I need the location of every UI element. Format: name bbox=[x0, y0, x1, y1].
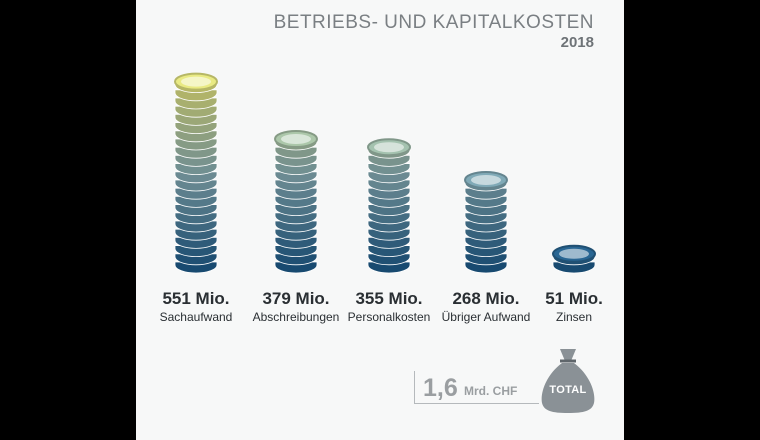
coin bbox=[274, 196, 318, 208]
coin bbox=[367, 204, 411, 216]
total-unit: Mrd. CHF bbox=[464, 384, 518, 398]
coin bbox=[367, 237, 411, 249]
coin bbox=[274, 245, 318, 257]
coin bbox=[274, 261, 318, 274]
coin bbox=[367, 220, 411, 233]
coin bbox=[174, 187, 218, 200]
coin bbox=[464, 245, 508, 257]
total-value: 1,6 bbox=[423, 374, 458, 402]
coin bbox=[464, 253, 508, 266]
coin bbox=[274, 228, 318, 241]
chart-subtitle: 2018 bbox=[560, 34, 594, 51]
value-label: 551 Mio. bbox=[162, 289, 230, 308]
coin bbox=[464, 187, 508, 200]
coin bbox=[552, 261, 596, 274]
coin bbox=[367, 187, 411, 200]
coin bbox=[367, 163, 411, 175]
coin-stack-personalkosten bbox=[367, 138, 411, 274]
total-bracket-horizontal bbox=[414, 403, 539, 404]
coin bbox=[274, 220, 318, 233]
value-label: 268 Mio. bbox=[452, 289, 520, 308]
coin bbox=[274, 146, 318, 159]
coin bbox=[367, 155, 411, 167]
value-label: 379 Mio. bbox=[262, 289, 330, 308]
total-bracket-vertical bbox=[414, 371, 415, 404]
coin bbox=[367, 179, 411, 192]
chart-panel: BETRIEBS- UND KAPITALKOSTEN 2018 551 Mio… bbox=[136, 0, 624, 440]
coin bbox=[274, 163, 318, 175]
coin bbox=[174, 97, 218, 110]
coin bbox=[464, 261, 508, 274]
coin-top-highlight bbox=[281, 134, 311, 144]
coin-top-highlight bbox=[471, 175, 501, 185]
coin bbox=[174, 220, 218, 233]
coin bbox=[174, 155, 218, 167]
category-label: Zinsen bbox=[555, 310, 593, 324]
coin bbox=[174, 89, 218, 102]
coin-stack-zinsen bbox=[552, 244, 596, 274]
coin bbox=[367, 253, 411, 266]
coin bbox=[174, 138, 218, 151]
coin-stack-chart bbox=[174, 72, 596, 274]
coin-top-highlight bbox=[559, 248, 589, 259]
coin bbox=[274, 155, 318, 167]
coin bbox=[174, 179, 218, 192]
coin bbox=[174, 245, 218, 257]
coin bbox=[174, 196, 218, 208]
coin-top-highlight bbox=[374, 142, 404, 153]
chart-title: BETRIEBS- UND KAPITALKOSTEN bbox=[273, 12, 594, 33]
coin-top-highlight bbox=[181, 76, 211, 87]
coin bbox=[174, 171, 218, 184]
coin bbox=[367, 171, 411, 184]
coin bbox=[464, 220, 508, 233]
coin bbox=[274, 237, 318, 249]
coin bbox=[464, 228, 508, 241]
coin bbox=[174, 146, 218, 159]
category-label: Abschreibungen bbox=[252, 310, 340, 324]
total-badge: TOTAL bbox=[549, 384, 587, 396]
category-label: Sachaufwand bbox=[159, 310, 233, 324]
coin bbox=[367, 245, 411, 257]
coin bbox=[274, 179, 318, 192]
coin-stack-abschreibungen bbox=[274, 130, 318, 274]
coin bbox=[367, 196, 411, 208]
coin bbox=[174, 237, 218, 249]
coin bbox=[274, 171, 318, 184]
category-label: Personalkosten bbox=[347, 310, 431, 324]
value-label: 355 Mio. bbox=[355, 289, 423, 308]
coin bbox=[274, 204, 318, 216]
coin bbox=[464, 196, 508, 208]
coin-stack--briger-aufwand bbox=[464, 171, 508, 274]
value-label: 51 Mio. bbox=[545, 289, 603, 308]
coin bbox=[367, 228, 411, 241]
coin-stack-sachaufwand bbox=[174, 72, 218, 274]
coin bbox=[464, 237, 508, 249]
coin bbox=[367, 212, 411, 225]
coin bbox=[174, 212, 218, 225]
coin bbox=[174, 228, 218, 241]
coin bbox=[174, 130, 218, 143]
coin bbox=[274, 187, 318, 200]
coin bbox=[464, 212, 508, 225]
category-label: Übriger Aufwand bbox=[441, 310, 531, 324]
money-bag-icon bbox=[541, 349, 595, 413]
coin bbox=[174, 204, 218, 216]
coin bbox=[464, 204, 508, 216]
coin bbox=[174, 114, 218, 126]
coin bbox=[174, 253, 218, 266]
coin bbox=[367, 261, 411, 274]
coin bbox=[174, 261, 218, 274]
coin bbox=[174, 122, 218, 134]
coin bbox=[174, 163, 218, 175]
coin bbox=[174, 105, 218, 118]
coin bbox=[274, 212, 318, 225]
coin bbox=[274, 253, 318, 266]
